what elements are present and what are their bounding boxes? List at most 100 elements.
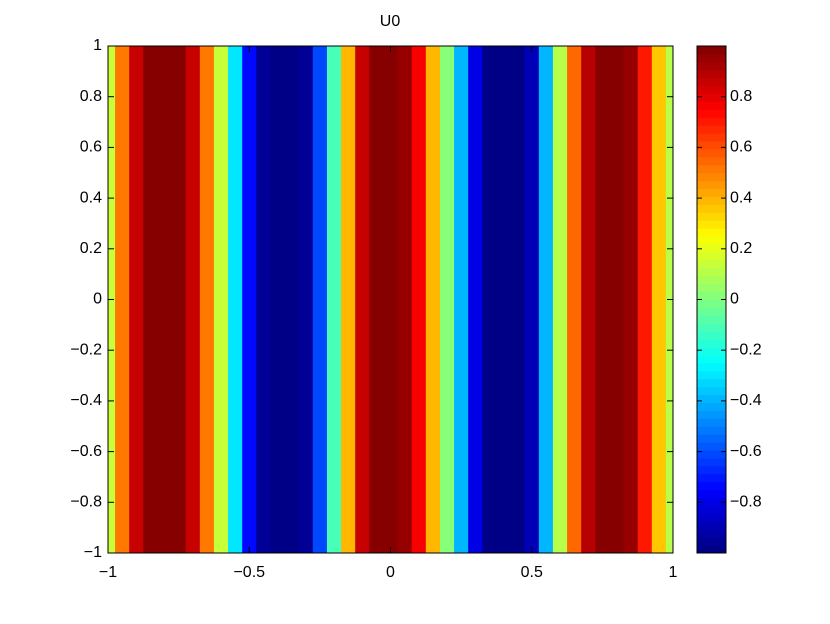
colorbar-swatch [697,410,726,419]
heat-column [454,46,469,553]
heat-column [468,46,483,553]
colorbar-swatch [697,196,726,205]
colorbar-swatch [697,481,726,491]
colorbar-swatch [697,442,726,451]
heat-column [143,46,158,553]
colorbar-swatch [697,370,726,380]
y-tick-label: −0.8 [70,494,102,511]
colorbar-swatch [697,251,726,261]
colorbar-swatch [697,505,726,514]
colorbar-tick-label: 0.2 [730,240,752,257]
heat-column [312,46,328,553]
colorbar-swatch [697,275,726,285]
colorbar-tick-label: 0.8 [730,88,752,105]
chart-title: U0 [380,13,401,30]
heat-column [171,46,187,553]
heat-column [383,46,399,553]
heat-column [538,46,554,553]
colorbar-swatch [697,133,726,142]
colorbar-swatch [697,378,726,388]
colorbar-swatch [697,402,726,411]
colorbar-swatch [697,457,726,467]
heat-column [524,46,540,553]
colorbar-swatch [697,46,726,55]
heat-column [552,46,568,553]
colorbar-swatch [697,307,726,316]
heat-column [567,46,582,553]
heat-column [609,46,625,553]
heat-column [651,46,667,553]
y-tick-label: −1 [84,544,102,561]
colorbar-swatch [697,529,726,538]
heat-column [439,46,455,553]
colorbar-swatch [697,228,726,237]
colorbar-swatch [697,220,726,229]
colorbar-swatch [697,450,726,459]
colorbar-swatch [697,331,726,340]
colorbar-tick-label: −0.8 [730,494,762,511]
colorbar-swatch [697,315,726,324]
heat-column [129,46,144,553]
y-tick-label: 1 [93,37,102,54]
heat-column [397,46,413,553]
heat-column [425,46,441,553]
colorbar-swatch [697,434,726,443]
x-tick-label: −1 [99,564,117,581]
colorbar-swatch [697,394,726,403]
colorbar-swatch [697,93,726,102]
colorbar-swatch [697,354,726,364]
heat-column [199,46,215,553]
y-tick-label: −0.2 [70,341,102,358]
colorbar-tick-label: 0 [730,291,739,308]
y-tick-label: −0.4 [70,392,102,409]
heat-column [284,46,300,553]
colorbar-swatch [697,362,726,372]
colorbar-tick-label: 0.4 [730,189,752,206]
colorbar-swatch [697,299,726,308]
heat-column [242,46,257,553]
colorbar-swatch [697,426,726,435]
x-tick-label: 0 [386,564,395,581]
heat-column [369,46,384,553]
colorbar-swatch [697,347,726,356]
y-tick-label: −0.6 [70,443,102,460]
colorbar-swatch [697,125,726,134]
colorbar-swatch [697,85,726,95]
colorbar-swatch [697,513,726,522]
colorbar-tick-label: −0.4 [730,392,762,409]
colorbar-swatch [697,212,726,221]
colorbar-swatch [697,283,726,293]
colorbar-swatch [697,236,726,245]
heat-column [326,46,342,553]
heat-column [341,46,356,553]
heat-column [637,46,653,553]
colorbar-swatch [697,489,726,499]
heat-column [595,46,610,553]
colorbar-swatch [697,537,726,546]
heat-column [355,46,370,553]
x-tick-label: 1 [669,564,678,581]
colorbar-tick-label: −0.6 [730,443,762,460]
heat-column [411,46,427,553]
colorbar-swatch [697,386,726,396]
colorbar-swatch [697,156,726,166]
colorbar-swatch [697,521,726,530]
colorbar-swatch [697,259,726,269]
colorbar-swatch [697,545,726,554]
colorbar-swatch [697,323,726,332]
y-tick-label: 0.4 [80,189,102,206]
heat-column [623,46,639,553]
y-tick-label: 0.2 [80,240,102,257]
y-tick-label: 0 [93,291,102,308]
heat-column [256,46,271,553]
heat-column [228,46,243,553]
heat-column [157,46,173,553]
colorbar-swatch [697,61,726,71]
colorbar-swatch [697,204,726,213]
colorbar-swatch [697,148,726,158]
heat-column [185,46,201,553]
colorbar-swatch [697,109,726,118]
colorbar-swatch [697,267,726,277]
heat-column [298,46,314,553]
